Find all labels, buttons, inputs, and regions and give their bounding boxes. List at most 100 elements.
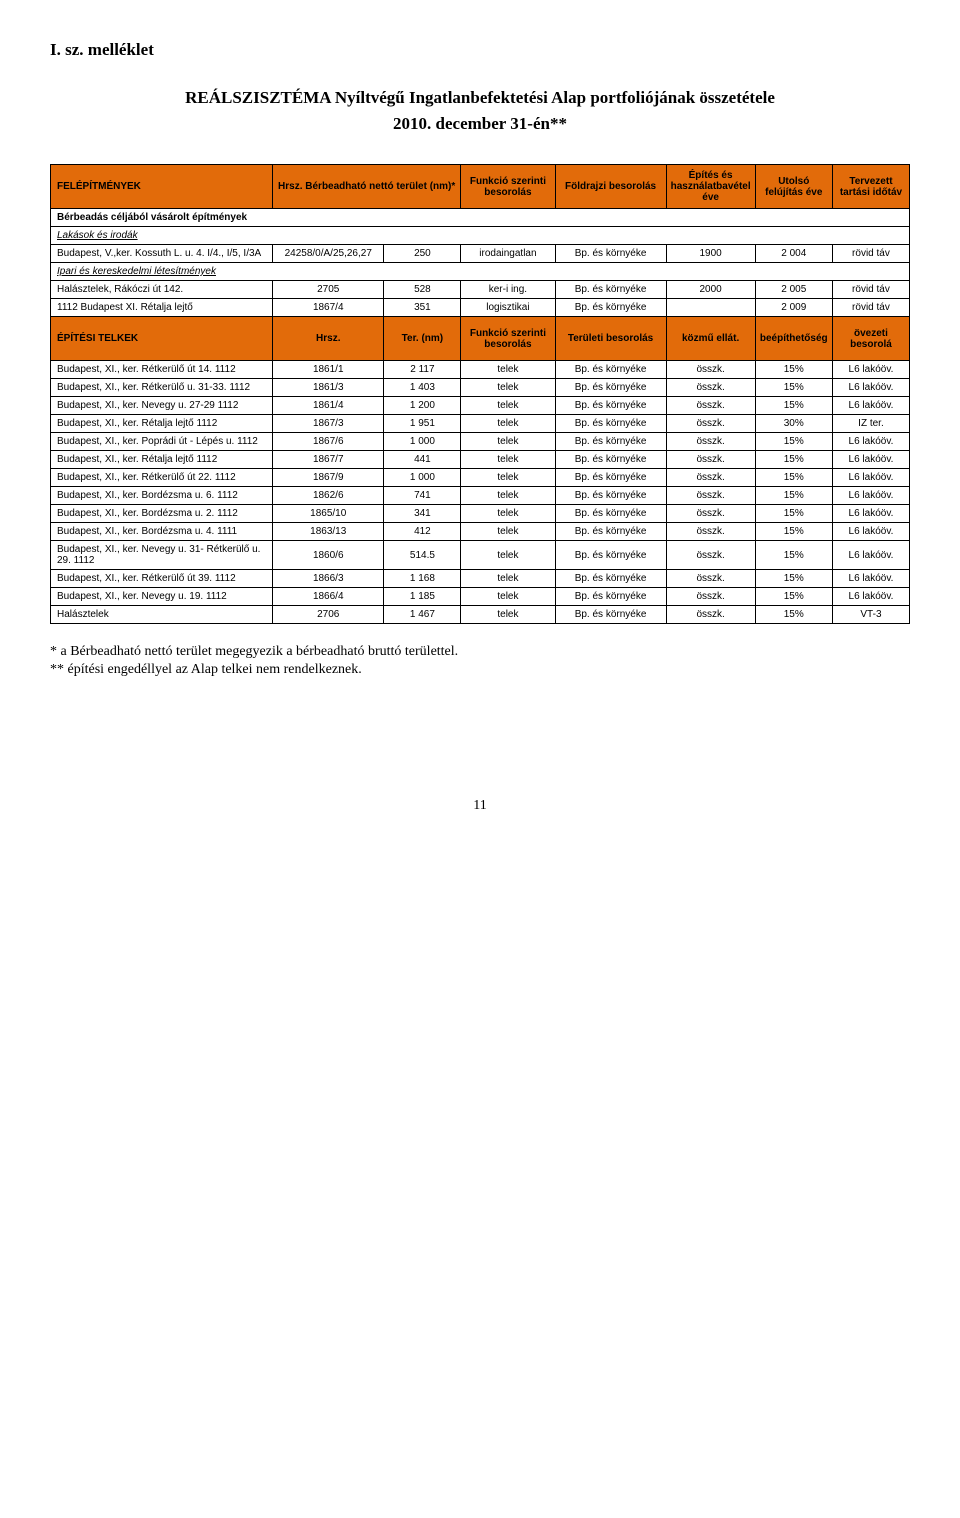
t2r10-zone: L6 lakóöv.	[832, 541, 909, 570]
t1r3-name: 1112 Budapest XI. Rétalja lejtő	[51, 299, 273, 317]
t1r2-renov: 2 005	[755, 281, 832, 299]
t2r4-build: 15%	[755, 433, 832, 451]
t2r11-area: 1 168	[384, 570, 461, 588]
t1r1-area: 250	[384, 245, 461, 263]
t1-h4: Építés és használatbavétel éve	[666, 165, 755, 209]
t1-h5: Utolsó felújítás éve	[755, 165, 832, 209]
t2-h1: Hrsz.	[273, 317, 384, 361]
table-row: Budapest, XI., ker. Bordézsma u. 2. 1112…	[51, 505, 910, 523]
t1r2-geo: Bp. és környéke	[555, 281, 666, 299]
t2r13-build: 15%	[755, 606, 832, 624]
t2r0-util: összk.	[666, 361, 755, 379]
table-row: Budapest, V.,ker. Kossuth L. u. 4. I/4.,…	[51, 245, 910, 263]
page-number: 11	[50, 798, 910, 814]
t2r10-build: 15%	[755, 541, 832, 570]
t2r0-geo: Bp. és környéke	[555, 361, 666, 379]
t2r12-area: 1 185	[384, 588, 461, 606]
t2r6-build: 15%	[755, 469, 832, 487]
t2r10-hrsz: 1860/6	[273, 541, 384, 570]
t2r6-util: összk.	[666, 469, 755, 487]
t2r11-build: 15%	[755, 570, 832, 588]
t2r12-zone: L6 lakóöv.	[832, 588, 909, 606]
t2r8-util: összk.	[666, 505, 755, 523]
t2r0-build: 15%	[755, 361, 832, 379]
t2r10-func: telek	[461, 541, 555, 570]
t1r2-func: ker-i ing.	[461, 281, 555, 299]
t1-h3: Földrajzi besorolás	[555, 165, 666, 209]
t2r11-hrsz: 1866/3	[273, 570, 384, 588]
t2r1-hrsz: 1861/3	[273, 379, 384, 397]
t2r9-zone: L6 lakóöv.	[832, 523, 909, 541]
t2r2-name: Budapest, XI., ker. Nevegy u. 27-29 1112	[51, 397, 273, 415]
table-row: Budapest, XI., ker. Rétkerülő út 22. 111…	[51, 469, 910, 487]
t2r3-area: 1 951	[384, 415, 461, 433]
t1-section1b: Ipari és kereskedelmi létesítmények	[51, 263, 910, 281]
t2r9-util: összk.	[666, 523, 755, 541]
t2r13-hrsz: 2706	[273, 606, 384, 624]
t2-h7: övezeti besorolá	[832, 317, 909, 361]
table-row: Budapest, XI., ker. Rétalja lejtő 111218…	[51, 451, 910, 469]
t2r7-func: telek	[461, 487, 555, 505]
t1r3-term: rövid táv	[832, 299, 909, 317]
t1r1-func: irodaingatlan	[461, 245, 555, 263]
t2r2-geo: Bp. és környéke	[555, 397, 666, 415]
t2r9-geo: Bp. és környéke	[555, 523, 666, 541]
t1r1-year: 1900	[666, 245, 755, 263]
t2r1-geo: Bp. és környéke	[555, 379, 666, 397]
t2-h6: beépíthetőség	[755, 317, 832, 361]
t2r11-name: Budapest, XI., ker. Rétkerülő út 39. 111…	[51, 570, 273, 588]
t1r2-name: Halásztelek, Rákóczi út 142.	[51, 281, 273, 299]
t2r11-func: telek	[461, 570, 555, 588]
t2r9-build: 15%	[755, 523, 832, 541]
table-row: Budapest, XI., ker. Nevegy u. 31- Rétker…	[51, 541, 910, 570]
t2r12-build: 15%	[755, 588, 832, 606]
t2r8-zone: L6 lakóöv.	[832, 505, 909, 523]
t2r8-name: Budapest, XI., ker. Bordézsma u. 2. 1112	[51, 505, 273, 523]
t1-h0: FELÉPÍTMÉNYEK	[51, 165, 273, 209]
table-row: Budapest, XI., ker. Rétkerülő út 14. 111…	[51, 361, 910, 379]
doc-title-line1: REÁLSZISZTÉMA Nyíltvégű Ingatlanbefektet…	[50, 88, 910, 108]
t2r6-name: Budapest, XI., ker. Rétkerülő út 22. 111…	[51, 469, 273, 487]
t2r9-func: telek	[461, 523, 555, 541]
t2r4-zone: L6 lakóöv.	[832, 433, 909, 451]
t2r6-geo: Bp. és környéke	[555, 469, 666, 487]
table-row: Halásztelek, Rákóczi út 142. 2705 528 ke…	[51, 281, 910, 299]
t2r7-name: Budapest, XI., ker. Bordézsma u. 6. 1112	[51, 487, 273, 505]
t1r3-hrsz: 1867/4	[273, 299, 384, 317]
note-line1: * a Bérbeadható nettó terület megegyezik…	[50, 644, 910, 660]
table-row: Budapest, XI., ker. Bordézsma u. 6. 1112…	[51, 487, 910, 505]
t2r5-hrsz: 1867/7	[273, 451, 384, 469]
t2r7-area: 741	[384, 487, 461, 505]
t2r6-func: telek	[461, 469, 555, 487]
t2r3-geo: Bp. és környéke	[555, 415, 666, 433]
t2r5-area: 441	[384, 451, 461, 469]
t2r8-hrsz: 1865/10	[273, 505, 384, 523]
t2r0-hrsz: 1861/1	[273, 361, 384, 379]
t1r3-func: logisztikai	[461, 299, 555, 317]
t2r0-name: Budapest, XI., ker. Rétkerülő út 14. 111…	[51, 361, 273, 379]
t2r11-zone: L6 lakóöv.	[832, 570, 909, 588]
t2r2-hrsz: 1861/4	[273, 397, 384, 415]
t2r11-geo: Bp. és környéke	[555, 570, 666, 588]
t2r5-build: 15%	[755, 451, 832, 469]
t2r4-hrsz: 1867/6	[273, 433, 384, 451]
t2r0-func: telek	[461, 361, 555, 379]
t2r11-util: összk.	[666, 570, 755, 588]
t2r13-func: telek	[461, 606, 555, 624]
table-row: 1112 Budapest XI. Rétalja lejtő 1867/4 3…	[51, 299, 910, 317]
t2r1-area: 1 403	[384, 379, 461, 397]
t2r8-build: 15%	[755, 505, 832, 523]
t1-section1a: Lakások és irodák	[51, 227, 910, 245]
t2r2-area: 1 200	[384, 397, 461, 415]
t2r7-build: 15%	[755, 487, 832, 505]
doc-title-line2: 2010. december 31-én**	[50, 114, 910, 134]
t1-h2: Funkció szerinti besorolás	[461, 165, 555, 209]
t1r1-renov: 2 004	[755, 245, 832, 263]
table-row: Budapest, XI., ker. Nevegy u. 19. 111218…	[51, 588, 910, 606]
t2r8-geo: Bp. és környéke	[555, 505, 666, 523]
t2r12-hrsz: 1866/4	[273, 588, 384, 606]
t2r12-geo: Bp. és környéke	[555, 588, 666, 606]
t2r10-util: összk.	[666, 541, 755, 570]
note-line2: ** építési engedéllyel az Alap telkei ne…	[50, 662, 910, 678]
t2r1-zone: L6 lakóöv.	[832, 379, 909, 397]
